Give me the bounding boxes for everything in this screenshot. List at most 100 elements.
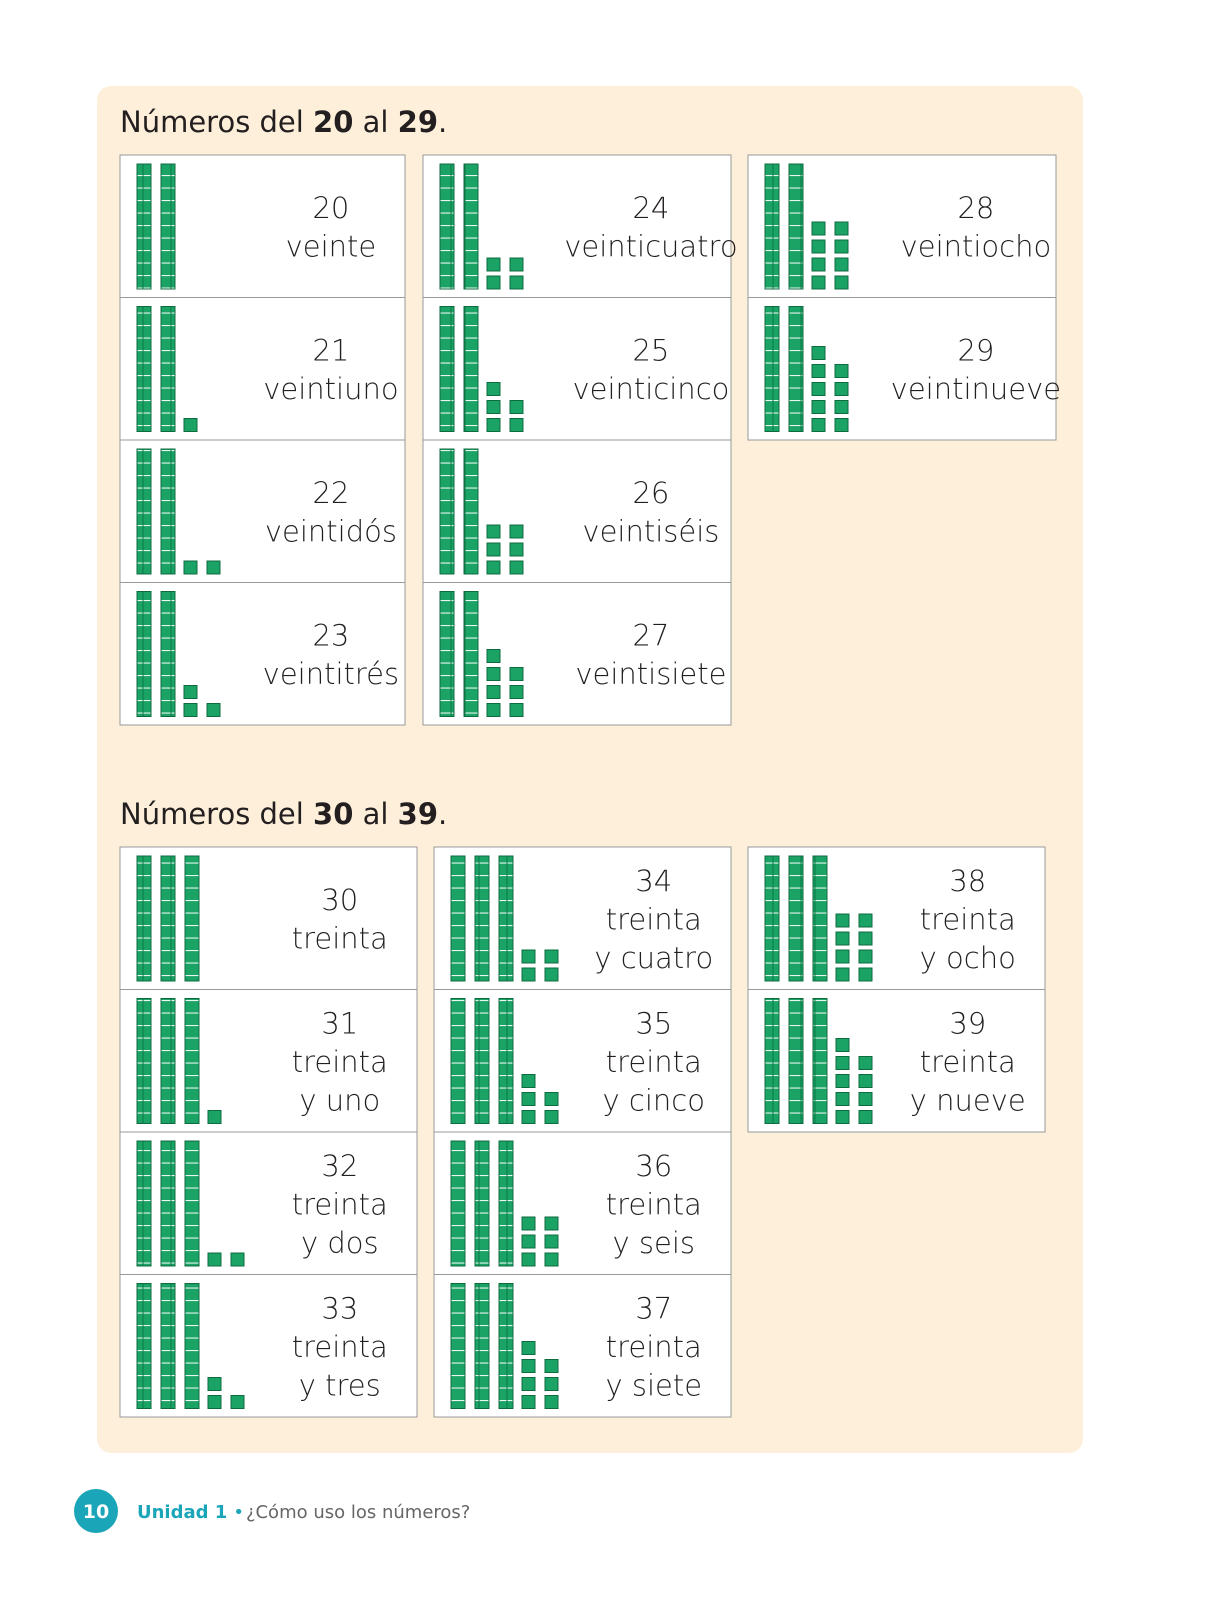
card-number: 38	[949, 864, 986, 898]
ten-rod	[764, 855, 780, 982]
unit-cube	[835, 1038, 850, 1052]
unit-cube	[509, 703, 524, 717]
ten-rod	[136, 306, 152, 432]
card-number: 37	[635, 1292, 672, 1326]
card-number: 33	[321, 1292, 358, 1326]
card-number: 20	[312, 191, 349, 225]
card-number: 34	[635, 864, 672, 898]
unit-cube	[835, 1074, 850, 1088]
unit-cube	[509, 685, 524, 699]
ten-rod	[474, 855, 490, 982]
card-word: veintiséis	[582, 515, 719, 549]
ten-rod	[439, 163, 455, 290]
unit-cube	[834, 400, 849, 414]
ten-rod	[474, 1140, 490, 1267]
card-word: treinta	[606, 903, 702, 937]
unit-cube	[835, 913, 850, 928]
ten-rod	[160, 306, 176, 432]
card-number: 27	[632, 619, 669, 653]
heading-text: Números del	[120, 105, 313, 139]
number-card: 27 veintisiete	[422, 582, 732, 726]
card-word: veintiuno	[263, 372, 398, 406]
unit-cube	[835, 1056, 850, 1070]
card-number: 36	[635, 1149, 672, 1183]
unit-cube	[858, 1074, 873, 1088]
unit-cube	[835, 931, 850, 946]
unit-cube	[858, 1092, 873, 1106]
unit-cube	[486, 400, 501, 414]
number-card: 35 treinta y cinco	[433, 989, 732, 1133]
ten-rod	[184, 1283, 200, 1409]
ten-rod	[474, 1283, 490, 1409]
ten-rod	[788, 163, 804, 290]
ten-rod	[184, 998, 200, 1124]
unit-cube	[834, 257, 849, 272]
unit-cube	[858, 967, 873, 982]
heading-text: .	[438, 797, 447, 831]
ten-rod	[764, 998, 780, 1124]
unit-cube	[834, 364, 849, 378]
ten-rod	[764, 306, 780, 432]
card-word: y uno	[299, 1084, 380, 1118]
ten-rod	[812, 998, 828, 1124]
unit-cube	[486, 560, 501, 575]
unit-cube	[206, 560, 221, 575]
ten-rod	[184, 855, 200, 982]
content: Números del 20 al 29.20veinte21veintiuno…	[119, 105, 1061, 1418]
heading-number: 39	[398, 797, 438, 831]
ten-rod	[450, 998, 466, 1124]
number-card: 25 veinticinco	[422, 297, 732, 441]
card-word: treinta	[292, 1330, 388, 1364]
number-card: 21 veintiuno	[119, 297, 406, 441]
unit-cube	[811, 346, 826, 360]
ten-rod	[498, 1283, 514, 1409]
unit-cube	[509, 275, 524, 290]
unit-cube	[811, 239, 826, 254]
card-number: 29	[957, 334, 994, 368]
number-card: 32 treinta y dos	[119, 1131, 418, 1275]
ten-rod	[136, 591, 152, 717]
number-card: 31 treinta y uno	[119, 989, 418, 1133]
unit-cube	[509, 542, 524, 557]
card-word: veintiocho	[901, 230, 1052, 264]
unit-cube	[207, 1252, 222, 1267]
unit-cube	[858, 1056, 873, 1070]
unit-cube	[207, 1395, 222, 1409]
card-number: 28	[957, 191, 994, 225]
unit-cube	[509, 667, 524, 681]
card-number: 32	[321, 1149, 358, 1183]
unit-cube	[858, 949, 873, 964]
ten-rod	[160, 1283, 176, 1409]
card-number: 21	[312, 334, 349, 368]
ten-rod	[136, 998, 152, 1124]
card-number: 30	[321, 883, 358, 917]
ten-rod	[160, 448, 176, 575]
ten-rod	[160, 591, 176, 717]
ten-rod	[160, 855, 176, 982]
unit-cube	[521, 1110, 536, 1124]
unit-cube	[207, 1377, 222, 1391]
ten-rod	[498, 855, 514, 982]
card-word: y cuatro	[594, 941, 713, 975]
card-word: veintisiete	[575, 657, 726, 691]
card-word: veintinueve	[891, 372, 1061, 406]
unit-cube	[858, 931, 873, 946]
unit-cube	[544, 967, 559, 982]
separator: •	[233, 1502, 244, 1523]
page-number: 10	[83, 1501, 109, 1523]
unit-cube	[183, 703, 198, 717]
card-word: treinta	[920, 903, 1016, 937]
card-word: y dos	[301, 1226, 379, 1260]
unit-cube	[811, 400, 826, 414]
card-word: treinta	[292, 1045, 388, 1079]
ten-rod	[463, 163, 479, 290]
number-card: 24 veinticuatro	[422, 154, 738, 298]
unit-cube	[811, 257, 826, 272]
ten-rod	[439, 448, 455, 575]
ten-rod	[439, 591, 455, 717]
number-card: 30 treinta	[119, 846, 418, 990]
unit-cube	[521, 967, 536, 982]
number-card: 22 veintidós	[119, 439, 406, 583]
ten-rod	[160, 1140, 176, 1267]
